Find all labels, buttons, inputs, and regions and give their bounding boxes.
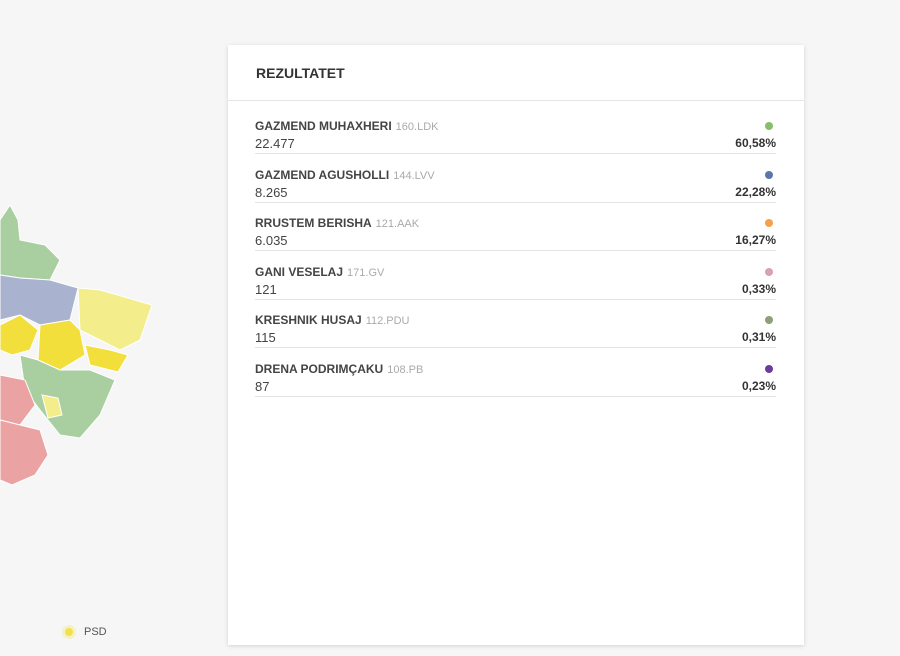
color-dot bbox=[765, 267, 773, 276]
candidate-votes: 87 bbox=[255, 378, 270, 394]
legend-dot bbox=[62, 625, 76, 639]
candidate-code: 160.LDK bbox=[395, 121, 439, 133]
candidate-info: GAZMEND AGUSHOLLI 144.LVV bbox=[255, 168, 435, 182]
candidate-percent: 0,23% bbox=[741, 378, 776, 393]
candidate-info: GANI VESELAJ 171.GV bbox=[255, 265, 384, 279]
map bbox=[0, 204, 153, 486]
candidate-votes: 121 bbox=[255, 281, 277, 297]
candidate-row: RRUSTEM BERISHA 121.AAK 6.035 16,27% bbox=[255, 216, 776, 251]
candidate-name: GAZMEND AGUSHOLLI bbox=[255, 167, 390, 182]
candidate-row: GAZMEND AGUSHOLLI 144.LVV 8.265 22,28% bbox=[255, 168, 776, 203]
candidate-votes: 22.477 bbox=[255, 136, 295, 151]
candidate-name: GAZMEND MUHAXHERI bbox=[255, 119, 392, 133]
candidate-info: KRESHNIK HUSAJ 112.PDU bbox=[255, 313, 410, 327]
card-title: REZULTATET bbox=[228, 45, 804, 101]
legend-label: PSD bbox=[84, 625, 107, 638]
candidate-code: 144.LVV bbox=[393, 169, 435, 182]
candidate-votes: 6.035 bbox=[255, 233, 288, 248]
candidate-code: 108.PB bbox=[387, 363, 424, 376]
results-card: REZULTATET GAZMEND MUHAXHERI 160.LDK 22.47… bbox=[228, 45, 804, 645]
candidate-votes: 115 bbox=[255, 330, 276, 345]
candidate-name: GANI VESELAJ bbox=[255, 264, 344, 279]
candidate-percent: 22,28% bbox=[735, 184, 776, 199]
color-dot bbox=[765, 219, 773, 227]
candidate-name: KRESHNIK HUSAJ bbox=[255, 313, 362, 327]
candidate-info: RRUSTEM BERISHA 121.AAK bbox=[255, 216, 419, 230]
candidate-votes: 8.265 bbox=[255, 184, 288, 200]
candidate-name: DRENA PODRIMÇAKU bbox=[255, 361, 384, 376]
candidate-name: RRUSTEM BERISHA bbox=[255, 216, 372, 230]
color-dot bbox=[765, 316, 773, 324]
candidate-row: GANI VESELAJ 171.GV 121 0,33% bbox=[255, 265, 776, 300]
candidate-info: DRENA PODRIMÇAKU 108.PB bbox=[255, 362, 423, 376]
candidate-code: 171.GV bbox=[347, 266, 385, 279]
legend: PSD bbox=[62, 625, 107, 639]
color-dot bbox=[765, 364, 773, 373]
candidate-info: GAZMEND MUHAXHERI 160.LDK bbox=[255, 119, 438, 133]
candidate-row: KRESHNIK HUSAJ 112.PDU 115 0,31% bbox=[255, 313, 776, 348]
color-dot bbox=[765, 170, 773, 179]
candidate-code: 112.PDU bbox=[365, 315, 410, 327]
candidate-percent: 16,27% bbox=[735, 233, 776, 247]
candidate-row: GAZMEND MUHAXHERI 160.LDK 22.477 60,58% bbox=[255, 119, 776, 154]
candidate-code: 121.AAK bbox=[375, 218, 420, 230]
candidate-percent: 0,31% bbox=[741, 330, 776, 344]
color-dot bbox=[765, 122, 773, 130]
candidate-row: DRENA PODRIMÇAKU 108.PB 87 0,23% bbox=[255, 362, 776, 397]
candidate-percent: 0,33% bbox=[741, 281, 776, 296]
candidate-percent: 60,58% bbox=[735, 136, 776, 150]
